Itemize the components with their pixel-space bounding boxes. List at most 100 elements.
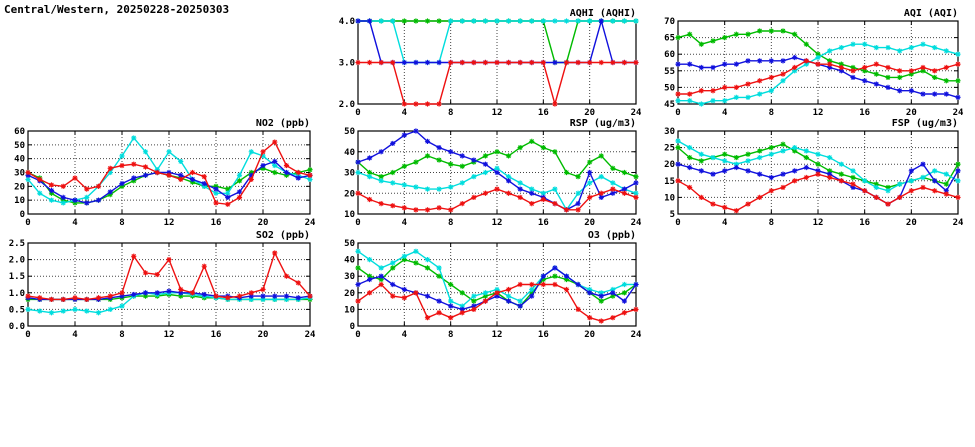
svg-text:50: 50 (344, 239, 355, 249)
aqhi-plot: 2.0 3.0 4.0 0 4 8 12 16 20 24 (339, 17, 642, 118)
svg-text:4: 4 (402, 218, 408, 228)
chart-title-rsp: RSP (ug/m3) (569, 118, 636, 129)
svg-text:1.5: 1.5 (9, 272, 25, 282)
svg-text:20: 20 (258, 330, 269, 340)
svg-text:2.5: 2.5 (9, 239, 25, 249)
chart-no2: 0 10 20 30 40 50 60 0 4 8 12 16 20 24 NO2 (ppb) (0, 118, 316, 230)
svg-text:20: 20 (344, 189, 355, 199)
svg-text:4: 4 (72, 218, 78, 228)
svg-text:16: 16 (211, 330, 222, 340)
svg-text:15: 15 (664, 177, 675, 187)
svg-text:70: 70 (664, 17, 675, 27)
svg-text:8: 8 (769, 218, 774, 228)
svg-text:24: 24 (631, 108, 642, 118)
chart-fsp: 5 10 15 20 25 30 0 4 8 12 16 20 24 FSP (ug/m3) (650, 118, 964, 230)
svg-text:8: 8 (769, 108, 774, 118)
svg-text:20: 20 (906, 218, 917, 228)
svg-text:0: 0 (675, 218, 680, 228)
svg-text:0: 0 (25, 330, 30, 340)
svg-text:16: 16 (538, 108, 549, 118)
svg-text:8: 8 (448, 330, 453, 340)
svg-text:8: 8 (119, 218, 124, 228)
svg-text:50: 50 (344, 127, 355, 137)
svg-text:4: 4 (402, 108, 408, 118)
chart-title-o3: O3 (ppb) (587, 230, 636, 241)
svg-text:20: 20 (664, 160, 675, 170)
svg-text:4: 4 (722, 108, 728, 118)
chart-title-so2: SO2 (ppb) (255, 230, 310, 241)
svg-text:24: 24 (305, 330, 316, 340)
chart-title-aqi: AQI (AQI) (903, 8, 958, 19)
svg-text:24: 24 (631, 330, 642, 340)
svg-text:16: 16 (538, 218, 549, 228)
svg-text:12: 12 (164, 218, 175, 228)
so2-plot: 0.0 0.5 1.0 1.5 2.0 2.5 0 4 8 12 16 20 24 (9, 239, 316, 340)
svg-text:40: 40 (344, 148, 355, 158)
svg-text:24: 24 (953, 218, 964, 228)
o3-plot: 0 10 20 30 40 50 0 4 8 12 16 20 24 (344, 239, 642, 340)
chart-so2: 0.0 0.5 1.0 1.5 2.0 2.5 0 4 8 12 16 20 24 SO2 (ppb) (0, 230, 316, 342)
svg-text:0: 0 (20, 210, 25, 220)
svg-text:30: 30 (664, 127, 675, 137)
svg-text:4: 4 (402, 330, 408, 340)
svg-text:24: 24 (305, 218, 316, 228)
svg-text:12: 12 (492, 218, 503, 228)
svg-text:0: 0 (355, 218, 360, 228)
rsp-plot: 10 20 30 40 50 0 4 8 12 16 20 24 (344, 127, 642, 228)
svg-text:30: 30 (14, 169, 25, 179)
chart-title-no2: NO2 (ppb) (255, 118, 310, 129)
chart-aqhi: 2.0 3.0 4.0 0 4 8 12 16 20 24 AQHI (AQHI) (330, 8, 642, 120)
svg-text:8: 8 (448, 108, 453, 118)
svg-text:20: 20 (584, 218, 595, 228)
svg-text:45: 45 (664, 100, 675, 110)
aqi-plot: 45 50 55 60 65 70 0 4 8 12 16 20 24 (664, 17, 964, 118)
svg-text:30: 30 (344, 169, 355, 179)
svg-text:65: 65 (664, 34, 675, 44)
svg-text:10: 10 (344, 305, 355, 315)
svg-text:25: 25 (664, 144, 675, 154)
svg-text:12: 12 (164, 330, 175, 340)
svg-text:10: 10 (344, 210, 355, 220)
svg-text:16: 16 (859, 218, 870, 228)
svg-text:20: 20 (906, 108, 917, 118)
svg-text:40: 40 (344, 256, 355, 266)
svg-text:12: 12 (813, 218, 824, 228)
svg-text:3.0: 3.0 (339, 59, 355, 69)
svg-text:0.0: 0.0 (9, 322, 25, 332)
svg-text:40: 40 (14, 155, 25, 165)
svg-text:60: 60 (14, 127, 25, 137)
svg-text:20: 20 (584, 108, 595, 118)
svg-text:50: 50 (14, 141, 25, 151)
svg-text:2.0: 2.0 (9, 256, 25, 266)
svg-text:4: 4 (72, 330, 78, 340)
svg-text:12: 12 (813, 108, 824, 118)
svg-text:5: 5 (670, 210, 675, 220)
svg-text:24: 24 (631, 218, 642, 228)
svg-text:20: 20 (584, 330, 595, 340)
svg-text:10: 10 (664, 193, 675, 203)
chart-aqi: 45 50 55 60 65 70 0 4 8 12 16 20 24 AQI (AQI) (650, 8, 964, 120)
chart-title-aqhi: AQHI (AQHI) (569, 8, 636, 19)
svg-text:0: 0 (25, 218, 30, 228)
svg-text:16: 16 (211, 218, 222, 228)
svg-text:0: 0 (350, 322, 355, 332)
svg-text:0.5: 0.5 (9, 305, 25, 315)
chart-rsp: 10 20 30 40 50 0 4 8 12 16 20 24 RSP (ug/m3) (330, 118, 642, 230)
chart-o3: 0 10 20 30 40 50 0 4 8 12 16 20 24 O3 (ppb) (330, 230, 642, 342)
svg-text:60: 60 (664, 50, 675, 60)
svg-text:8: 8 (448, 218, 453, 228)
svg-text:16: 16 (859, 108, 870, 118)
svg-text:20: 20 (344, 289, 355, 299)
svg-text:4.0: 4.0 (339, 17, 355, 27)
no2-plot: 0 10 20 30 40 50 60 0 4 8 12 16 20 24 (14, 127, 316, 228)
page-title: Central/Western, 20250228-20250303 (4, 3, 230, 16)
svg-text:20: 20 (14, 182, 25, 192)
svg-text:0: 0 (355, 330, 360, 340)
svg-text:2.0: 2.0 (339, 100, 355, 110)
svg-text:55: 55 (664, 67, 675, 77)
svg-text:10: 10 (14, 196, 25, 206)
svg-text:16: 16 (538, 330, 549, 340)
svg-text:4: 4 (722, 218, 728, 228)
svg-text:0: 0 (675, 108, 680, 118)
